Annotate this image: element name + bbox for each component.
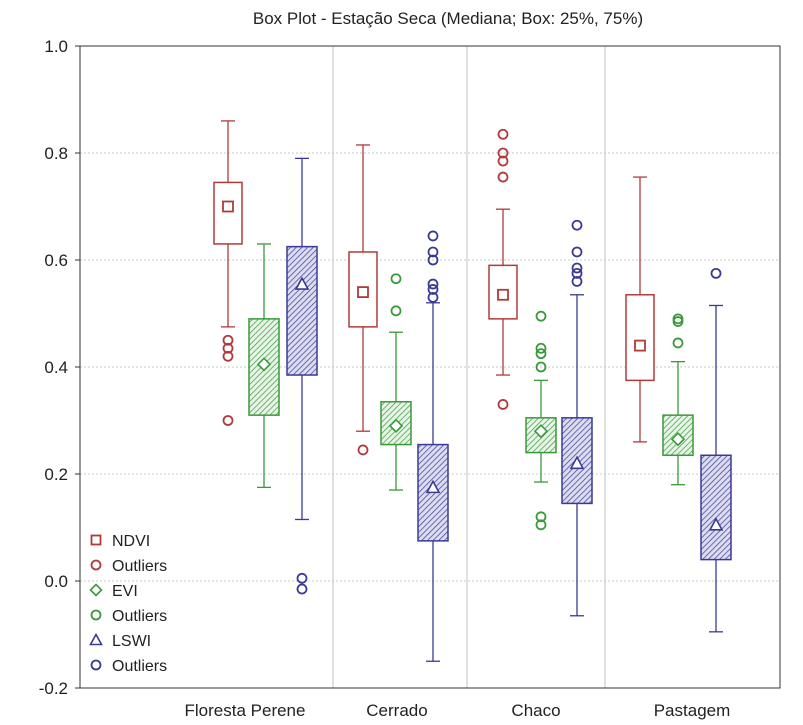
outlier-point <box>427 230 439 242</box>
median-marker <box>425 479 441 494</box>
outlier-point <box>390 305 402 317</box>
box-lswi <box>561 219 593 617</box>
legend: NDVI Outliers EVI Outliers LSWI Outliers <box>89 533 167 675</box>
outlier-point <box>497 171 509 183</box>
outlier-point <box>535 361 547 373</box>
box-iqr <box>700 454 732 561</box>
outlier-point <box>427 254 439 266</box>
box-iqr <box>213 181 243 245</box>
outlier-point <box>222 350 234 362</box>
box-lswi <box>700 267 732 633</box>
y-tick-label: -0.2 <box>39 679 68 698</box>
y-tick-label: 0.4 <box>44 358 68 377</box>
box-lswi <box>286 157 318 595</box>
box-ndvi <box>488 128 518 410</box>
median-marker <box>294 276 310 290</box>
outlier-point <box>535 519 547 531</box>
x-category-label: Chaco <box>511 701 560 720</box>
y-axis-ticks: 1.0 0.8 0.6 0.4 0.2 0.0 -0.2 <box>39 37 80 698</box>
y-tick-label: 0.8 <box>44 144 68 163</box>
legend-label: EVI <box>112 583 138 600</box>
median-marker <box>357 286 369 299</box>
outlier-point <box>710 267 722 279</box>
chart-title: Box Plot - Estação Seca (Mediana; Box: 2… <box>253 9 643 28</box>
median-marker <box>388 418 404 433</box>
series-evi <box>248 243 694 531</box>
outlier-point <box>571 219 583 231</box>
outlier-point <box>571 267 583 279</box>
outlier-point <box>571 275 583 287</box>
outlier-point <box>672 337 684 349</box>
outlier-point <box>427 284 439 295</box>
legend-marker <box>90 609 102 621</box>
legend-label: Outliers <box>112 658 167 675</box>
outlier-point <box>222 334 234 346</box>
outlier-point <box>535 348 547 360</box>
y-tick-label: 0.0 <box>44 572 68 591</box>
outlier-point <box>390 273 402 285</box>
outlier-point <box>222 415 234 426</box>
y-tick-label: 1.0 <box>44 37 68 56</box>
outlier-point <box>222 342 234 354</box>
legend-label: Outliers <box>112 558 167 575</box>
outlier-point <box>497 399 509 410</box>
median-marker <box>497 288 509 301</box>
x-axis-categories: Floresta Perene Cerrado Chaco Pastagem <box>185 701 731 720</box>
median-marker <box>256 357 272 372</box>
legend-label: LSWI <box>112 633 151 650</box>
outlier-point <box>296 572 308 584</box>
x-category-label: Floresta Perene <box>185 701 306 720</box>
box-ndvi <box>625 176 655 443</box>
outlier-point <box>427 246 439 258</box>
box-ndvi <box>348 144 378 456</box>
legend-marker <box>90 659 102 671</box>
outlier-point <box>427 278 439 290</box>
outlier-point <box>497 147 509 159</box>
x-category-label: Pastagem <box>654 701 731 720</box>
outlier-point <box>571 246 583 258</box>
box-iqr <box>348 251 378 328</box>
outlier-point <box>535 310 547 322</box>
median-marker <box>222 200 234 213</box>
outlier-point <box>357 444 369 456</box>
outlier-point <box>535 342 547 354</box>
median-marker <box>670 432 686 447</box>
legend-marker <box>89 583 103 597</box>
median-marker <box>634 339 646 352</box>
box-ndvi <box>213 120 243 426</box>
median-marker <box>708 517 724 531</box>
outlier-point <box>296 583 308 595</box>
outlier-point <box>497 128 509 140</box>
legend-label: Outliers <box>112 608 167 625</box>
box-evi <box>380 273 412 491</box>
outlier-point <box>427 292 439 303</box>
outlier-point <box>535 511 547 523</box>
legend-label: NDVI <box>112 533 150 550</box>
box-iqr <box>417 443 449 542</box>
box-iqr <box>286 245 318 376</box>
outlier-point <box>672 316 684 327</box>
series-ndvi <box>213 120 655 456</box>
box-lswi <box>417 230 449 662</box>
x-category-label: Cerrado <box>366 701 427 720</box>
y-tick-label: 0.6 <box>44 251 68 270</box>
outlier-point <box>497 155 509 167</box>
median-marker <box>533 424 549 439</box>
series-lswi <box>286 157 732 662</box>
box-iqr <box>625 294 655 382</box>
legend-marker <box>90 559 102 571</box>
box-series <box>213 120 732 662</box>
outlier-point <box>571 262 583 274</box>
box-evi <box>662 313 694 486</box>
category-dividers <box>332 46 606 688</box>
box-evi <box>525 310 557 531</box>
y-tick-label: 0.2 <box>44 465 68 484</box>
legend-marker <box>89 632 103 646</box>
legend-marker <box>90 534 102 546</box>
box-evi <box>248 243 280 489</box>
median-marker <box>569 455 585 470</box>
plot-frame <box>79 45 781 689</box>
